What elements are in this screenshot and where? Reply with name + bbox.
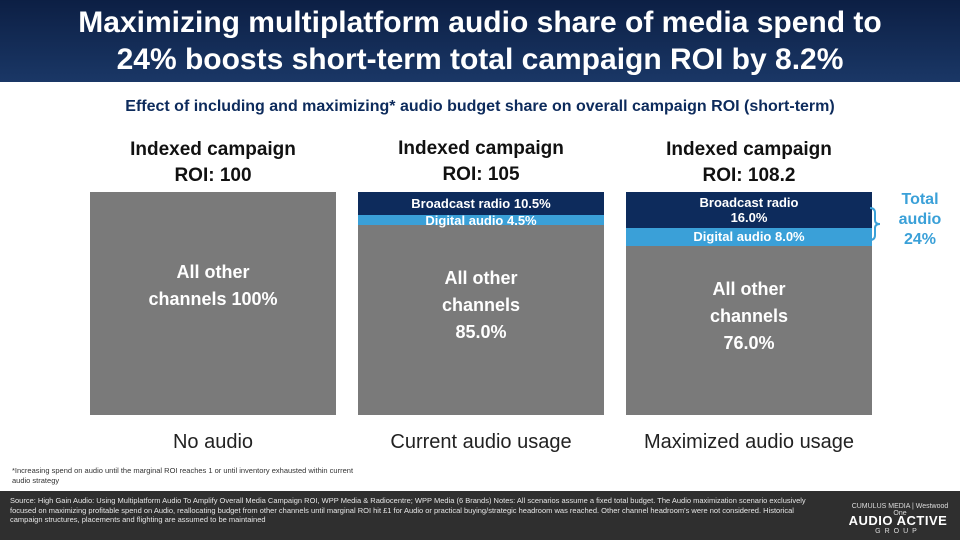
- segment-label-line: 16.0%: [730, 209, 768, 225]
- bar-segment-broadcast-radio: [626, 192, 872, 228]
- slide-title-line2: 24% boosts short-term total campaign ROI…: [116, 43, 844, 76]
- segment-label: Broadcast radio 16.0%: [626, 195, 872, 225]
- roi-header-line2: ROI: 108.2: [702, 165, 796, 186]
- segment-label-line: 85.0%: [455, 321, 507, 342]
- brand-logo-subtext: GROUP: [875, 528, 921, 535]
- bar-segment-digital-audio: [626, 227, 872, 246]
- segment-label: Digital audio 4.5%: [358, 213, 604, 228]
- segment-label-line: Digital audio 4.5%: [425, 212, 537, 228]
- segment-label-line: channels: [709, 306, 789, 327]
- brand-top-line: CUMULUS MEDIA | Westwood One: [851, 503, 949, 517]
- footnote: *Increasing spend on audio until the mar…: [12, 466, 354, 485]
- total-audio-bracket: [869, 207, 881, 241]
- roi-header-line1: Indexed campaign: [666, 139, 832, 160]
- category-label: Maximized audio usage: [643, 431, 855, 453]
- bar-segment-all-other-channels: [90, 192, 336, 415]
- total-audio-line2: audio: [898, 211, 942, 228]
- roi-header: Indexed campaign ROI: 105: [361, 136, 601, 188]
- segment-label-line: All other: [176, 261, 250, 282]
- segment-label-line: All other: [444, 267, 518, 288]
- segment-label-line: channels 100%: [148, 288, 278, 309]
- roi-header-line2: ROI: 100: [174, 165, 252, 186]
- slide-title-line1: Maximizing multiplatform audio share of …: [78, 6, 882, 39]
- segment-label: Digital audio 8.0%: [626, 229, 872, 244]
- segment-label-line: 76.0%: [723, 333, 775, 354]
- title-band: [0, 0, 960, 82]
- total-audio-annotation: Total audio 24%: [885, 190, 955, 250]
- footer-band: [0, 491, 960, 540]
- segment-label-line: channels: [441, 294, 521, 315]
- bar-segment-all-other-channels: [626, 245, 872, 415]
- bar-segment-broadcast-radio: [358, 192, 604, 216]
- segment-label: Broadcast radio 10.5%: [358, 196, 604, 211]
- segment-label-line: Digital audio 8.0%: [693, 229, 805, 245]
- chart-subtitle: Effect of including and maximizing* audi…: [125, 98, 835, 115]
- source-note: Source: High Gain Audio: Using Multiplat…: [10, 496, 806, 524]
- slide-title: Maximizing multiplatform audio share of …: [0, 4, 960, 78]
- segment-label: All other channels 76.0%: [626, 276, 872, 357]
- total-audio-line3: 24%: [903, 231, 937, 248]
- roi-header: Indexed campaign ROI: 108.2: [629, 137, 869, 189]
- segment-label: All other channels 100%: [90, 259, 336, 313]
- brand-logo-text: AUDIO ACTIVE: [848, 513, 948, 528]
- segment-label-line: Broadcast radio: [699, 194, 799, 210]
- segment-label: All other channels 85.0%: [358, 265, 604, 346]
- category-label: Current audio usage: [390, 431, 572, 453]
- total-audio-line1: Total: [901, 191, 939, 208]
- roi-header-line1: Indexed campaign: [398, 138, 564, 159]
- segment-label-line: Broadcast radio 10.5%: [411, 196, 551, 212]
- segment-label-line: All other: [712, 279, 786, 300]
- bar-segment-digital-audio: [358, 215, 604, 226]
- bar-segment-all-other-channels: [358, 225, 604, 415]
- roi-header: Indexed campaign ROI: 100: [93, 137, 333, 189]
- roi-header-line2: ROI: 105: [442, 164, 520, 185]
- roi-header-line1: Indexed campaign: [130, 139, 296, 160]
- category-label: No audio: [172, 431, 254, 453]
